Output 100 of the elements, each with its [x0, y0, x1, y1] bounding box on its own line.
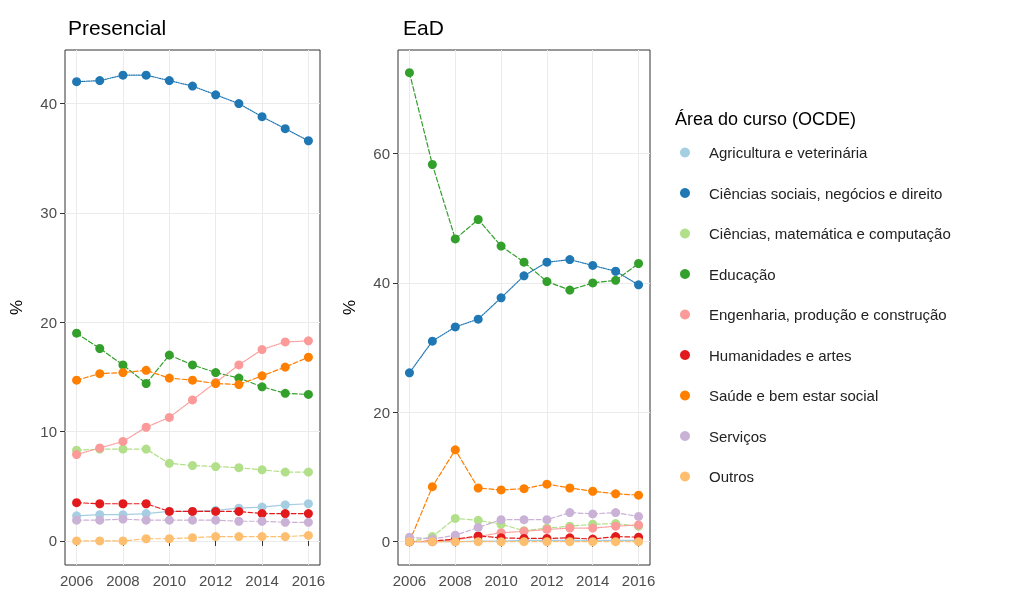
point — [72, 77, 82, 87]
point — [303, 467, 313, 477]
legend-label: Ciências, matemática e computação — [709, 225, 951, 242]
point — [211, 532, 221, 542]
point — [519, 484, 529, 494]
point — [303, 136, 313, 146]
point — [234, 516, 244, 526]
point — [542, 257, 552, 267]
point — [164, 412, 174, 422]
point — [188, 375, 197, 385]
point — [118, 444, 128, 454]
y-tick-label: 40 — [373, 274, 390, 292]
point — [141, 499, 151, 509]
legend-label: Outros — [709, 468, 755, 485]
point — [118, 360, 128, 370]
point — [565, 255, 575, 265]
point — [280, 532, 290, 542]
y-tick-label: 30 — [40, 204, 57, 222]
point — [565, 285, 575, 295]
point — [118, 499, 128, 509]
point — [496, 241, 506, 251]
point — [611, 275, 621, 285]
point — [588, 260, 598, 270]
point — [234, 360, 244, 370]
point — [588, 523, 598, 533]
point — [95, 536, 105, 546]
point — [188, 515, 197, 525]
point — [473, 314, 483, 324]
point — [542, 277, 552, 287]
point — [404, 368, 414, 378]
legend-label: Ciências sociais, negócios e direito — [709, 184, 943, 202]
point — [72, 450, 82, 460]
point — [280, 337, 290, 347]
point — [234, 99, 244, 109]
point — [257, 371, 267, 381]
point — [72, 515, 82, 525]
x-tick-label: 2010 — [152, 572, 187, 589]
point — [141, 365, 151, 375]
point — [211, 90, 221, 100]
point — [519, 271, 529, 281]
y-tick-label: 20 — [373, 403, 390, 421]
point — [234, 463, 244, 473]
point — [72, 498, 82, 508]
point — [303, 336, 313, 346]
point — [588, 509, 598, 519]
point — [141, 534, 151, 544]
point — [95, 515, 105, 525]
point — [473, 522, 483, 532]
point — [164, 373, 174, 383]
legend-label: Engenharia, produção e construção — [709, 306, 947, 323]
point — [473, 215, 483, 225]
point — [588, 486, 598, 496]
point — [164, 76, 174, 86]
point — [188, 533, 197, 543]
point — [211, 462, 221, 472]
point — [164, 350, 174, 360]
point — [450, 513, 460, 523]
point — [188, 360, 197, 370]
point — [634, 259, 644, 268]
x-tick-label: 2008 — [438, 572, 472, 589]
point — [211, 368, 221, 378]
point — [118, 514, 128, 524]
x-tick-label: 2012 — [198, 572, 233, 589]
legend-label: Serviços — [709, 427, 767, 445]
y-axis-title: % — [340, 299, 359, 316]
point — [565, 508, 575, 518]
x-tick-label: 2014 — [576, 572, 610, 589]
point — [164, 458, 174, 468]
point — [303, 530, 313, 540]
x-tick-label: 2014 — [245, 572, 279, 589]
chart-title: EaD — [403, 16, 444, 39]
point — [95, 499, 105, 509]
legend-title: Área do curso (OCDE) — [675, 109, 857, 129]
y-tick-label: 10 — [40, 423, 57, 441]
point — [303, 352, 313, 362]
point — [118, 368, 128, 378]
y-tick-label: 0 — [381, 533, 390, 551]
point — [303, 509, 313, 519]
point — [118, 436, 128, 446]
point — [473, 483, 483, 493]
point — [565, 483, 575, 493]
point — [496, 293, 506, 303]
point — [303, 517, 313, 527]
point — [188, 461, 197, 470]
point — [280, 509, 290, 519]
point — [280, 388, 290, 398]
point — [542, 479, 552, 489]
y-axis-title: % — [7, 299, 26, 316]
point — [496, 515, 506, 525]
point — [141, 70, 151, 80]
chart-title: Presencial — [68, 16, 167, 39]
x-tick-label: 2012 — [530, 572, 564, 589]
point — [211, 515, 221, 525]
point — [427, 482, 437, 492]
point — [611, 266, 621, 276]
point — [450, 234, 460, 244]
point — [280, 500, 290, 510]
point — [95, 76, 105, 86]
point — [118, 536, 128, 546]
x-tick-label: 2008 — [106, 572, 140, 589]
